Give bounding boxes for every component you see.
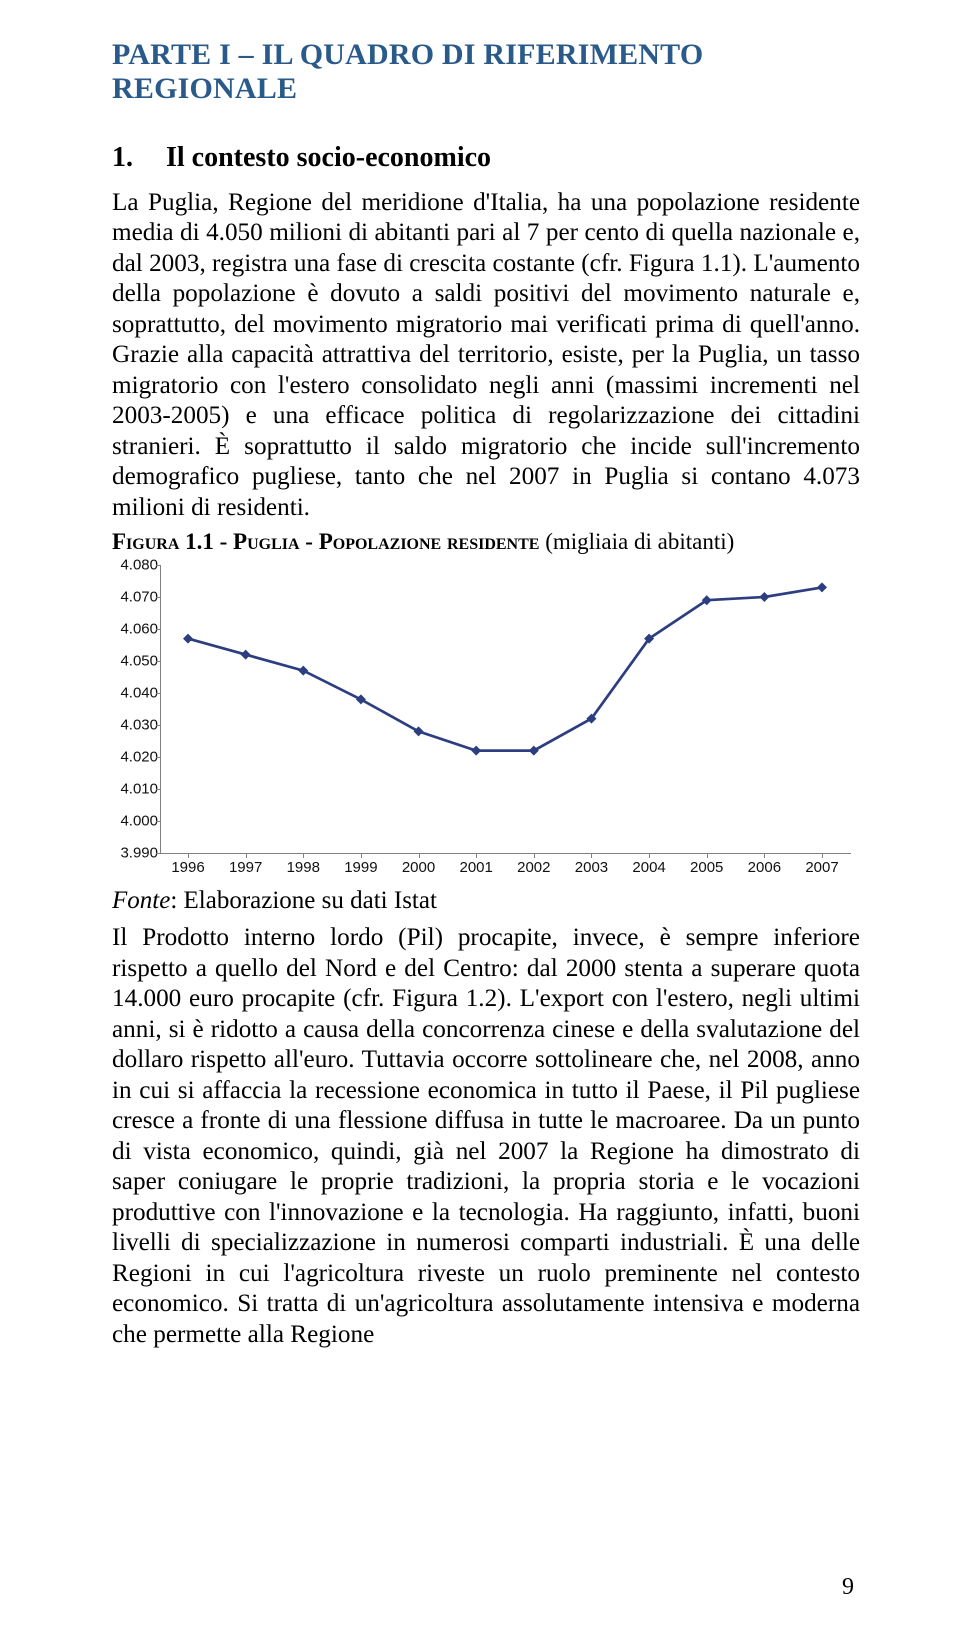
figure-caption: Figura 1.1 - Puglia - Popolazione reside…: [112, 529, 860, 555]
chart-y-tick: [156, 789, 161, 790]
chart-y-tick: [156, 565, 161, 566]
chart-x-tick: [707, 853, 708, 858]
chart-marker: [241, 650, 251, 660]
chart-y-label: 3.990: [108, 845, 158, 862]
chart-marker: [471, 746, 481, 756]
chart-x-tick: [476, 853, 477, 858]
page-title: PARTE I – IL QUADRO DI RIFERIMENTO REGIO…: [112, 38, 860, 106]
chart-marker: [817, 583, 827, 593]
chart-y-label: 4.010: [108, 781, 158, 798]
chart-x-tick: [361, 853, 362, 858]
chart-x-label: 1997: [229, 859, 262, 876]
chart-source-label: Fonte: [112, 887, 170, 914]
chart-y-tick: [156, 661, 161, 662]
chart-marker: [759, 592, 769, 602]
chart-y-label: 4.080: [108, 557, 158, 574]
chart-x-label: 2000: [402, 859, 435, 876]
chart-source-text: : Elaborazione su dati Istat: [170, 887, 437, 914]
chart-marker: [414, 727, 424, 737]
paragraph-2: Il Prodotto interno lordo (Pil) procapit…: [112, 923, 860, 1350]
chart-y-tick: [156, 725, 161, 726]
chart-x-tick: [246, 853, 247, 858]
chart-marker: [298, 666, 308, 676]
chart-y-tick: [156, 629, 161, 630]
chart-y-label: 4.040: [108, 685, 158, 702]
chart-y-label: 4.060: [108, 621, 158, 638]
chart-x-label: 2003: [575, 859, 608, 876]
chart-x-label: 1999: [344, 859, 377, 876]
population-chart: 3.9904.0004.0104.0204.0304.0404.0504.060…: [112, 557, 860, 887]
paragraph-1: La Puglia, Regione del meridione d'Itali…: [112, 188, 860, 523]
figure-caption-units: (migliaia di abitanti): [539, 529, 734, 554]
chart-y-tick: [156, 757, 161, 758]
chart-x-tick: [303, 853, 304, 858]
chart-y-tick: [156, 597, 161, 598]
chart-line: [188, 588, 822, 751]
chart-y-tick: [156, 821, 161, 822]
chart-y-label: 4.030: [108, 717, 158, 734]
chart-y-label: 4.000: [108, 813, 158, 830]
chart-y-label: 4.020: [108, 749, 158, 766]
chart-x-label: 2005: [690, 859, 723, 876]
section-number: 1.: [112, 142, 166, 174]
chart-x-tick: [188, 853, 189, 858]
chart-marker: [356, 695, 366, 705]
chart-x-label: 2004: [632, 859, 665, 876]
section-label: Il contesto socio-economico: [166, 142, 491, 174]
figure-caption-lead: Figura 1.1 -: [112, 529, 233, 554]
chart-svg: [160, 565, 850, 853]
chart-x-label: 1998: [287, 859, 320, 876]
chart-x-tick: [649, 853, 650, 858]
chart-x-tick: [764, 853, 765, 858]
chart-marker: [183, 634, 193, 644]
chart-marker: [529, 746, 539, 756]
page-number: 9: [842, 1574, 854, 1601]
chart-y-tick: [156, 693, 161, 694]
chart-x-label: 2006: [748, 859, 781, 876]
chart-y-label: 4.070: [108, 589, 158, 606]
chart-source: Fonte: Elaborazione su dati Istat: [112, 887, 860, 915]
section-heading: 1. Il contesto socio-economico: [112, 142, 860, 174]
figure-caption-title: Puglia - Popolazione residente: [233, 529, 539, 554]
chart-x-tick: [822, 853, 823, 858]
chart-x-tick: [419, 853, 420, 858]
chart-y-tick: [156, 853, 161, 854]
chart-x-tick: [591, 853, 592, 858]
chart-x-label: 2001: [459, 859, 492, 876]
chart-x-label: 2002: [517, 859, 550, 876]
chart-x-label: 2007: [805, 859, 838, 876]
chart-y-label: 4.050: [108, 653, 158, 670]
chart-x-label: 1996: [171, 859, 204, 876]
chart-x-tick: [534, 853, 535, 858]
